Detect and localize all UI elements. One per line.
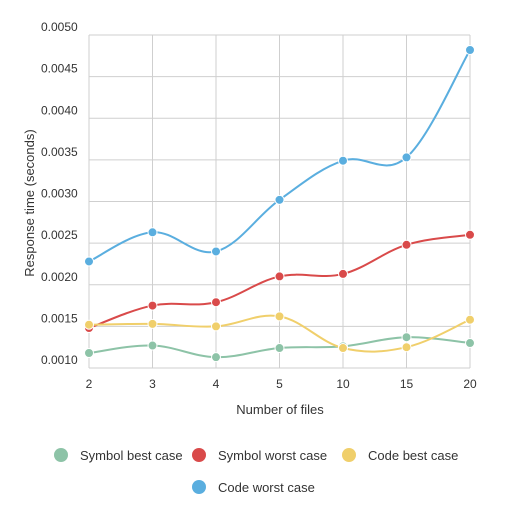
y-tick-label: 0.0015 [41,311,78,325]
y-tick-label: 0.0020 [41,270,78,284]
legend-label: Symbol worst case [218,448,327,463]
legend-swatch [192,480,206,494]
data-point [401,342,412,353]
y-tick-labels: 0.0010 0.0015 0.0020 0.0025 0.0030 0.0035 0.00… [41,20,78,367]
x-tick-label: 15 [400,377,414,391]
data-point [401,332,412,343]
data-point [274,343,285,354]
legend-swatch [192,448,206,462]
data-point [401,239,412,250]
data-point [338,343,348,354]
data-point [211,297,221,308]
data-point [147,227,158,238]
legend-swatch [342,448,356,462]
x-tick-label: 3 [149,377,156,391]
series-points [84,44,475,363]
y-tick-label: 0.0045 [41,62,78,76]
data-point [465,229,475,240]
data-point [84,319,94,330]
x-tick-label: 20 [463,377,477,391]
data-point [211,352,221,363]
y-tick-label: 0.0025 [41,228,78,242]
data-point [211,246,221,257]
data-point [338,155,348,166]
data-point [147,340,158,351]
legend-label: Code best case [368,448,458,463]
legend-label: Code worst case [218,480,315,495]
data-point [465,338,475,349]
data-point [465,314,475,325]
data-point [401,152,412,163]
data-point [84,256,94,267]
legend: Symbol best case Symbol worst case Code be… [54,448,458,495]
data-point [465,44,475,55]
data-point [147,300,158,311]
data-point [211,321,221,332]
y-axis-label: Response time (seconds) [22,129,37,276]
data-point [84,348,94,359]
x-axis-label: Number of files [236,402,324,417]
y-tick-label: 0.0050 [41,20,78,34]
legend-label: Symbol best case [80,448,183,463]
x-tick-label: 10 [336,377,350,391]
data-point [147,318,158,329]
x-tick-label: 4 [213,377,220,391]
legend-swatch [54,448,68,462]
x-tick-label: 5 [276,377,283,391]
x-tick-label: 2 [86,377,93,391]
data-point [274,194,285,205]
y-tick-label: 0.0035 [41,145,78,159]
x-tick-labels: 2 3 4 5 10 15 20 [86,377,477,391]
data-point [338,268,348,279]
data-point [274,311,285,322]
y-tick-label: 0.0040 [41,103,78,117]
y-tick-label: 0.0030 [41,187,78,201]
y-tick-label: 0.0010 [41,353,78,367]
data-point [274,271,285,282]
